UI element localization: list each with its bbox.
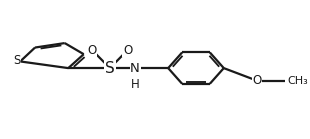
Text: O: O (87, 44, 97, 57)
Text: H: H (131, 78, 140, 91)
Text: N: N (130, 62, 140, 75)
Text: S: S (13, 54, 20, 67)
Text: O: O (252, 74, 261, 87)
Text: S: S (105, 61, 115, 76)
Text: O: O (123, 44, 132, 57)
Text: CH₃: CH₃ (287, 76, 308, 86)
